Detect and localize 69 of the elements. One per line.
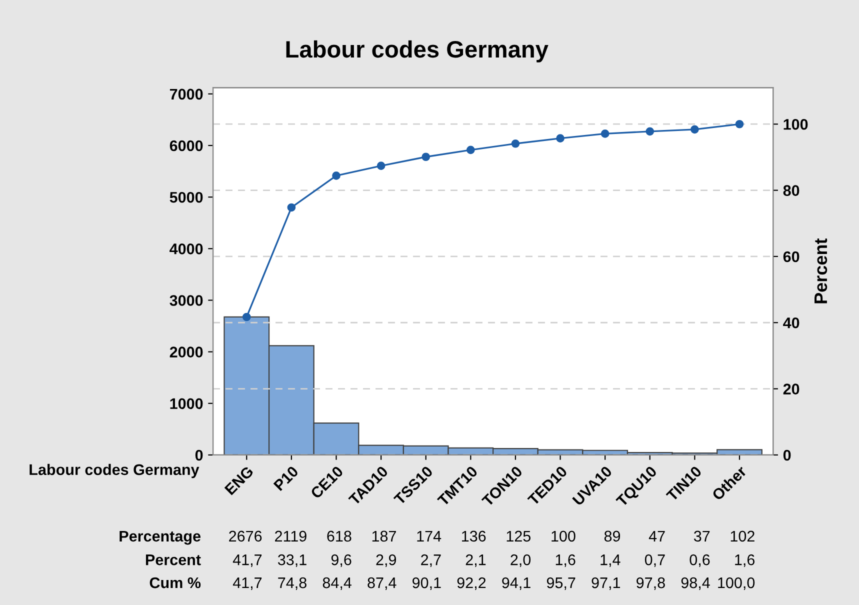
data-label: 94,1 [502,577,530,590]
text: 1,4 [600,554,620,568]
point [332,172,340,180]
point [600,130,610,138]
text: 41,7 [232,554,262,568]
data-label: 97,8 [636,577,665,590]
y-tick-label: 4000 [170,244,203,254]
y-tick-label: 5000 [170,192,203,203]
text: 2,7 [421,554,441,568]
y2-tick-label: 100 [784,118,808,130]
data-label: 187 [372,530,396,542]
y-tick-label: 0 [195,450,203,461]
text: 2,9 [376,554,396,568]
point [376,162,386,170]
data-label: 98,4 [681,577,710,590]
data-label: 125 [506,530,531,542]
data-label: 37 [694,530,710,542]
text: Cum % [150,577,201,588]
point [646,127,654,136]
y2-tick-label: 80 [783,185,800,196]
data-label: 102 [730,530,754,542]
text: 0,7 [644,554,665,568]
x-tick-label: P10 [273,465,299,492]
point [511,139,520,148]
data-label: 100 [552,530,576,542]
text: 1,6 [556,554,576,568]
data-label: 87,4 [368,577,396,590]
y-tick-label: 1000 [170,398,203,410]
x-axis-title: Labour codes Germany [30,464,200,478]
data-label: 2119 [275,530,306,542]
y2-tick-label: 40 [783,317,800,328]
y2-tick-label: 0 [783,450,791,461]
text: 2,0 [510,554,531,568]
data-label: 100,0 [718,577,755,590]
text: 33,1 [278,554,306,568]
point [466,146,475,154]
data-label: 92,2 [457,577,486,590]
y-tick-label: 2000 [170,346,203,358]
data-label: 74,8 [278,577,306,590]
data-label: 41,7 [232,578,262,590]
chart-title: Labour codes Germany [286,40,548,62]
data-label: 97,1 [592,577,620,590]
data-label: 47 [648,530,665,542]
data-label: 174 [417,530,442,542]
data-label: 84,4 [322,577,352,590]
y2-axis-title: Percent [814,238,828,304]
text: 2,1 [466,554,486,568]
data-label: 618 [327,530,352,542]
data-label: 89 [604,530,620,542]
y-tick-label: 3000 [170,295,203,306]
point [287,203,296,212]
y2-tick-label: 60 [783,251,800,262]
point [556,134,564,143]
y2-tick-label: 20 [783,384,800,394]
data-label: 136 [462,530,486,542]
text: 1,6 [735,554,755,568]
y-tick-label: 6000 [170,140,203,152]
point [422,152,430,162]
data-label: 90,1 [412,577,441,590]
point [242,312,251,322]
text: Percentage [120,530,200,545]
point [735,120,744,128]
text: 9,6 [331,554,352,568]
data-label: 2676 [229,530,262,542]
text: Percent [146,554,201,566]
text: 0,6 [690,554,710,568]
y-tick-label: 7000 [170,88,203,100]
point [690,125,699,134]
data-label: 95,7 [546,577,576,590]
